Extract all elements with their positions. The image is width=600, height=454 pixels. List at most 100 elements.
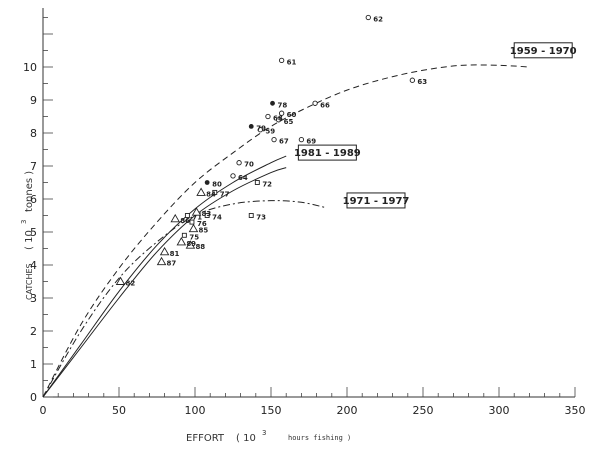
x-tick-label: 300: [489, 404, 510, 417]
point-label: 62: [373, 16, 383, 24]
y-tick-label: 6: [30, 193, 37, 206]
x-axis-title-sup: 3: [262, 429, 266, 437]
point-label: 86: [180, 217, 190, 225]
open-circle-marker: [365, 14, 371, 21]
data-point-67: 67: [271, 136, 289, 146]
data-point-75: 75: [181, 232, 199, 241]
data-point-74: 74: [204, 213, 222, 222]
point-label: 71: [192, 214, 202, 222]
axis-titles: EFFORT ( 10 3 hours fishing ) CATCHES ( …: [20, 171, 351, 444]
open-triangle-marker: [196, 187, 206, 196]
label-text: 1959 - 1970: [510, 46, 577, 57]
open-triangle-marker: [188, 223, 199, 233]
x-tick-label: 200: [337, 404, 358, 417]
curve-1981-1989-lower-: [42, 167, 287, 398]
y-tick-label: 0: [30, 391, 37, 404]
data-point-89: 89: [176, 236, 196, 248]
data-point-72: 72: [254, 180, 272, 189]
label-text: 1981 - 1989: [294, 148, 361, 159]
data-point-60: 60: [278, 110, 297, 119]
point-label: 68: [273, 115, 283, 123]
point-label: 60: [287, 111, 297, 119]
point-label: 81: [170, 250, 180, 258]
point-label: 66: [320, 101, 330, 109]
period-label-1959-1970: 1959 - 1970: [510, 42, 577, 59]
x-tick-label: 0: [40, 404, 47, 417]
y-tick-label: 7: [30, 160, 37, 173]
open-square-marker: [204, 213, 210, 218]
open-circle-marker: [271, 136, 277, 143]
point-label: 63: [417, 78, 427, 86]
curve-1959-1970: [42, 64, 530, 398]
label-text: 1971 - 1977: [343, 196, 410, 207]
point-label: 67: [279, 138, 289, 146]
point-label: 80: [212, 181, 222, 189]
label-box: [297, 144, 357, 161]
open-circle-marker: [265, 113, 271, 120]
y-axis-title-unit: ( 10: [24, 230, 35, 250]
y-tick-label: 3: [30, 292, 37, 305]
y-axis-title-sup: 3: [20, 220, 28, 224]
data-points: 59 60 61 62 63 64 65 66 67 68 69 70 71 72 73 74 75 76 77 78…: [115, 14, 427, 288]
y-tick-label: 4: [30, 259, 37, 272]
x-axis-title-main: EFFORT: [186, 433, 225, 444]
open-circle-marker: [312, 100, 318, 106]
data-point-77: 77: [212, 189, 230, 198]
x-tick-label: 100: [185, 404, 206, 417]
point-label: 82: [126, 280, 136, 288]
open-square-marker: [184, 213, 190, 218]
open-circle-marker: [278, 57, 285, 64]
open-square-marker: [254, 180, 260, 185]
point-label: 74: [212, 214, 222, 222]
data-point-82: 82: [115, 276, 136, 288]
open-triangle-marker: [185, 240, 196, 249]
open-triangle-marker: [156, 256, 167, 266]
label-box: [513, 42, 573, 59]
point-label: 72: [262, 181, 272, 189]
point-label: 84: [206, 190, 216, 198]
data-point-79: 79: [248, 124, 266, 132]
y-axis-title-main: CATCHES: [25, 263, 34, 300]
data-point-76: 76: [189, 219, 207, 228]
period-label-1981-1989: 1981 - 1989: [294, 144, 361, 161]
data-point-70: 70: [236, 160, 254, 169]
point-label: 76: [197, 220, 207, 228]
point-label: 79: [256, 124, 266, 132]
open-square-marker: [189, 219, 195, 225]
point-label: 65: [284, 118, 294, 126]
point-label: 77: [220, 190, 230, 198]
data-point-62: 62: [365, 14, 383, 24]
point-label: 59: [265, 128, 275, 136]
period-label-1971-1977: 1971 - 1977: [343, 192, 410, 209]
point-label: 87: [167, 260, 177, 268]
point-label: 85: [198, 227, 208, 235]
data-point-85: 85: [188, 223, 208, 235]
point-label: 73: [256, 214, 266, 222]
filled-circle-marker: [248, 124, 254, 129]
open-square-marker: [248, 213, 254, 218]
y-tick-label: 9: [30, 94, 37, 107]
data-point-83: 83: [191, 207, 211, 218]
open-circle-marker: [298, 136, 305, 143]
period-labels: 1959 - 1970 1981 - 1989 1971 - 1977: [294, 42, 577, 209]
point-label: 69: [306, 138, 316, 146]
label-box: [346, 192, 406, 209]
open-square-marker: [181, 232, 187, 238]
data-point-73: 73: [248, 213, 266, 222]
open-triangle-marker: [159, 246, 170, 256]
point-label: 75: [189, 233, 199, 241]
open-triangle-marker: [115, 276, 126, 285]
point-label: 64: [238, 174, 248, 182]
data-point-88: 88: [185, 240, 205, 251]
data-point-87: 87: [156, 256, 177, 268]
data-point-65: 65: [275, 117, 294, 126]
open-square-marker: [212, 189, 218, 195]
data-point-66: 66: [312, 100, 330, 109]
open-triangle-marker: [176, 236, 187, 246]
open-triangle-marker: [170, 213, 181, 223]
filled-circle-marker: [270, 100, 275, 106]
x-tick-label: 50: [112, 404, 126, 417]
data-point-80: 80: [204, 180, 222, 189]
